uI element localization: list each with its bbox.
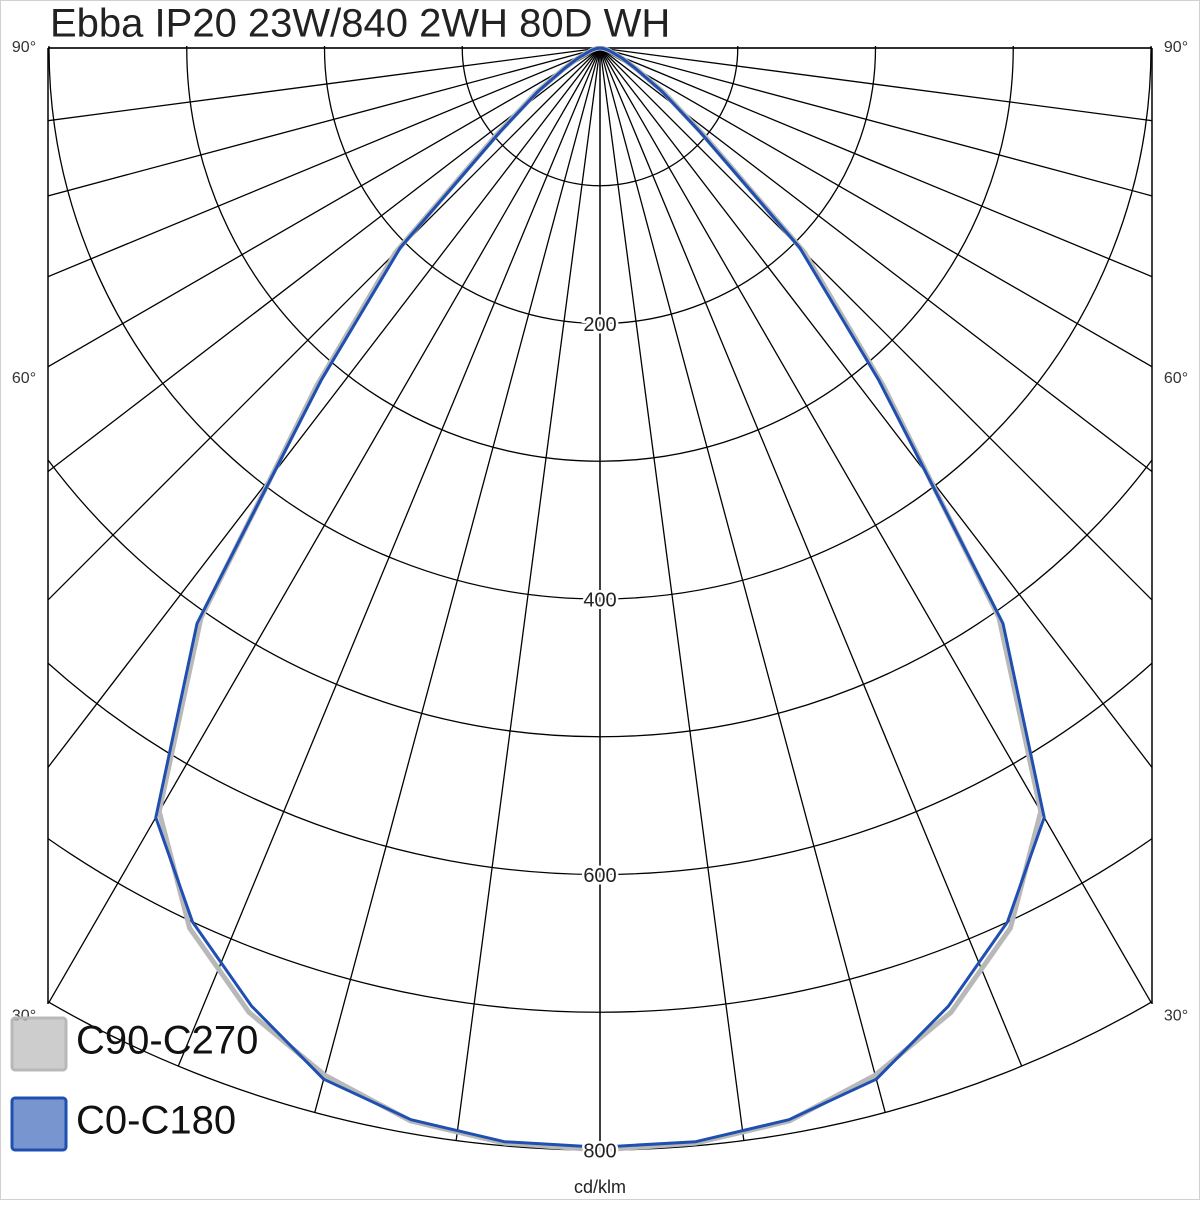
grid-spoke <box>455 47 601 1141</box>
intensity-curve <box>599 46 1046 1149</box>
legend-swatch <box>10 1016 68 1072</box>
chart-title: Ebba IP20 23W/840 2WH 80D WH <box>50 2 670 46</box>
grid-spoke <box>48 47 601 601</box>
r-tick-label: 200 <box>583 314 616 336</box>
grid-spoke <box>599 47 745 1141</box>
grid-spoke <box>599 47 1152 278</box>
grid-spoke <box>599 47 1152 197</box>
grid-spoke <box>48 47 601 122</box>
angle-tick-label: 60° <box>12 370 36 387</box>
angle-tick-label: 90° <box>12 39 36 56</box>
legend-label: C90-C270 <box>76 1019 258 1063</box>
grid-spoke <box>314 47 601 1113</box>
grid-spoke <box>48 47 601 368</box>
r-tick-label: 800 <box>583 1140 616 1162</box>
r-tick-label: 600 <box>583 865 616 887</box>
angle-tick-label: 30° <box>1164 1007 1188 1024</box>
grid-spoke <box>48 47 601 197</box>
grid <box>48 46 1152 1151</box>
grid-spoke <box>48 47 601 473</box>
grid-spoke <box>599 47 1152 368</box>
grid-spoke <box>599 47 1023 1067</box>
grid-spoke <box>599 47 1152 1003</box>
grid-spoke <box>599 47 1152 122</box>
r-tick-label: 400 <box>583 589 616 611</box>
curves <box>154 46 1046 1153</box>
grid-spoke <box>177 47 601 1067</box>
grid-spoke <box>599 47 886 1113</box>
angle-tick-label: 60° <box>1164 370 1188 387</box>
unit-label: cd/klm <box>574 1177 626 1197</box>
grid-spoke <box>48 47 601 1003</box>
legend-label: C0-C180 <box>76 1099 236 1143</box>
grid-spoke <box>599 47 1152 473</box>
grid-spoke <box>599 47 1152 601</box>
grid-spoke <box>48 47 601 278</box>
legend-swatch <box>10 1096 68 1152</box>
angle-tick-label: 90° <box>1164 39 1188 56</box>
intensity-curve <box>154 46 601 1149</box>
